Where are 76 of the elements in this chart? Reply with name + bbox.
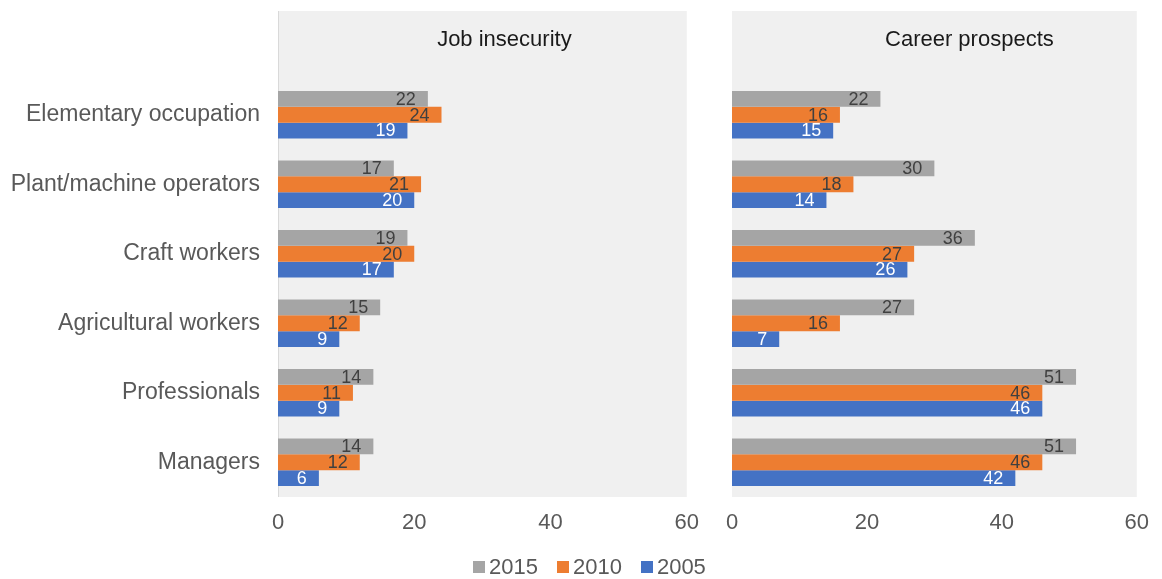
bar xyxy=(732,299,915,316)
bar xyxy=(278,245,415,262)
bar xyxy=(732,192,827,208)
y-tick-label: Professionals xyxy=(121,378,260,405)
x-tick-label: 20 xyxy=(402,509,427,535)
data-label: 51 xyxy=(1044,366,1065,387)
bar xyxy=(278,176,422,193)
data-label: 7 xyxy=(757,328,768,349)
data-label: 27 xyxy=(882,297,903,318)
data-label: 42 xyxy=(983,467,1004,488)
data-label: 51 xyxy=(1044,436,1065,457)
data-label: 20 xyxy=(382,189,403,210)
bar xyxy=(278,106,442,123)
bar xyxy=(278,470,319,486)
bar xyxy=(732,454,1043,471)
data-label: 14 xyxy=(341,366,362,387)
data-label: 15 xyxy=(348,297,369,318)
data-label: 17 xyxy=(361,259,382,280)
bar xyxy=(278,315,360,332)
x-tick-label: 60 xyxy=(1124,509,1150,535)
y-tick-label: Elementary occupation xyxy=(26,100,260,127)
bar xyxy=(732,160,935,177)
bar xyxy=(732,91,881,107)
data-label: 30 xyxy=(902,158,923,179)
data-label: 9 xyxy=(317,398,328,419)
bar xyxy=(732,384,1043,401)
x-tick-label: 40 xyxy=(538,509,563,535)
data-label: 46 xyxy=(1010,452,1031,473)
data-label: 12 xyxy=(327,313,348,334)
x-tick-label: 20 xyxy=(854,509,880,535)
x-tick-label: 60 xyxy=(674,509,700,535)
y-tick-label: Plant/machine operators xyxy=(10,169,260,196)
x-tick-label: 0 xyxy=(725,509,739,535)
y-tick-label: Craft workers xyxy=(123,239,260,266)
bar xyxy=(732,400,1043,417)
bar xyxy=(278,192,415,208)
chart-title: Job insecurity xyxy=(437,26,572,52)
bar xyxy=(278,230,408,246)
legend-label: 2015 xyxy=(489,554,538,579)
data-label: 26 xyxy=(875,259,896,280)
data-label: 46 xyxy=(1010,398,1031,419)
data-label: 15 xyxy=(801,120,822,141)
bar xyxy=(278,454,360,471)
bar xyxy=(278,160,394,177)
bar xyxy=(732,230,975,246)
bar xyxy=(732,106,840,123)
bar xyxy=(732,369,1077,385)
bar xyxy=(732,245,915,262)
bar xyxy=(278,331,340,347)
bar xyxy=(278,384,353,401)
bar xyxy=(732,176,854,193)
chart-title: Career prospects xyxy=(885,26,1054,52)
data-label: 6 xyxy=(296,467,307,488)
bar xyxy=(278,369,374,385)
data-label: 19 xyxy=(375,120,396,141)
bar xyxy=(732,315,840,332)
legend-label: 2005 xyxy=(656,554,706,579)
x-tick-label: 40 xyxy=(989,509,1015,535)
bar xyxy=(732,331,780,347)
y-tick-label: Agricultural workers xyxy=(58,308,260,335)
bar xyxy=(732,261,908,278)
bar xyxy=(732,438,1077,455)
data-label: 36 xyxy=(942,227,963,248)
data-label: 18 xyxy=(821,174,842,195)
bar xyxy=(278,91,428,107)
legend-label: 2010 xyxy=(572,554,622,579)
y-tick-label: Managers xyxy=(157,447,260,474)
data-label: 16 xyxy=(807,313,828,334)
data-label: 9 xyxy=(317,328,328,349)
bar xyxy=(278,261,394,278)
data-label: 12 xyxy=(327,452,348,473)
data-label: 17 xyxy=(361,158,382,179)
data-label: 22 xyxy=(848,88,869,109)
data-label: 14 xyxy=(794,189,815,210)
x-tick-label: 0 xyxy=(271,509,285,535)
bar xyxy=(732,470,1016,486)
